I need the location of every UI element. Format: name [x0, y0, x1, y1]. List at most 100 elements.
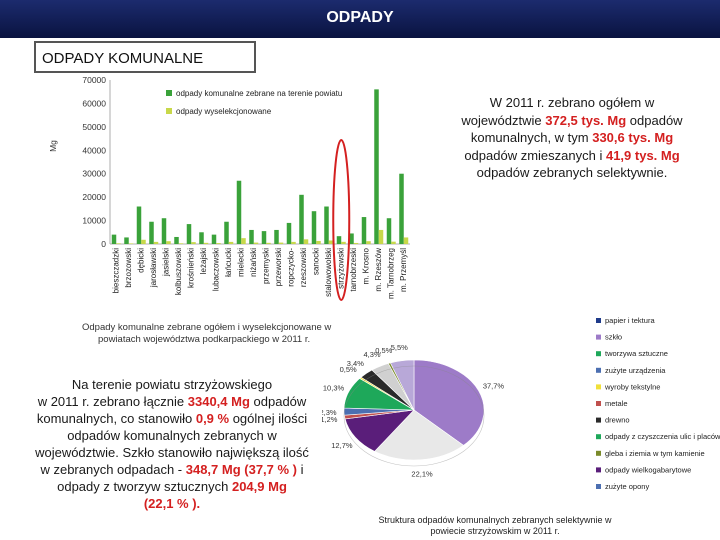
bar-selective-13	[278, 242, 284, 244]
pie-legend-label: zużyte opony	[605, 482, 649, 491]
pie-slice-label: 5,5%	[391, 343, 408, 352]
caption-line: powiecie strzyżowskim w 2011 r.	[430, 526, 560, 536]
x-tick-label: przeworski	[274, 248, 283, 286]
bar-total-15	[299, 194, 304, 244]
bar-selective-11	[253, 242, 259, 244]
highlight-value: (22,1 % ).	[143, 496, 201, 511]
pie-legend-label: drewno	[605, 416, 630, 425]
bar-total-10	[236, 180, 242, 244]
bar-selective-19	[353, 242, 359, 244]
legend-label: odpady komunalne zebrane na terenie powi…	[176, 89, 342, 98]
highlight-ellipse	[332, 139, 351, 301]
bar-selective-1	[128, 243, 134, 244]
caption-line: Struktura odpadów komunalnych zebranych …	[378, 515, 612, 525]
pie-legend-label: zużyte urządzenia	[605, 366, 666, 375]
bar-selective-12	[266, 242, 271, 244]
bar-selective-4	[166, 241, 171, 244]
bar-total-11	[249, 229, 254, 244]
highlight-value: 41,9 tys. Mg	[605, 147, 680, 163]
bar-total-18	[336, 236, 342, 244]
bar-selective-20	[366, 241, 371, 244]
y-tick-label: 0	[101, 239, 106, 249]
highlight-value: 348,7 Mg (37,7 % )	[185, 462, 298, 477]
x-tick-label: niżański	[249, 248, 258, 277]
pie-chart-caption: Struktura odpadów komunalnych zebranych …	[360, 515, 630, 537]
header-bar: ODPADY	[0, 0, 720, 38]
text: komunalnych, w tym	[470, 130, 593, 145]
bar-selective-7	[203, 242, 209, 244]
pie-legend-swatch	[596, 450, 601, 456]
text: w zebranych odpadach -	[40, 462, 186, 477]
bar-total-21	[374, 89, 379, 244]
x-tick-label: m. Przemyśl	[399, 248, 408, 292]
info-top-line: odpadów zebranych selektywnie.	[476, 165, 668, 180]
pie-legend-label: odpady wielkogabarytowe	[605, 465, 691, 474]
text: komunalnych, co stanowiło	[36, 411, 196, 426]
x-tick-label: dębicki	[136, 248, 145, 273]
bar-total-5	[174, 236, 179, 244]
bar-selective-15	[303, 239, 309, 244]
x-tick-label: brzozowski	[124, 248, 133, 288]
pie-legend-swatch	[596, 334, 601, 340]
info-bottom-line: w zebranych odpadach - 348,7 Mg (37,7 % …	[22, 461, 322, 478]
pie-slice-1	[374, 409, 464, 461]
x-tick-label: przemyski	[261, 248, 270, 284]
text: odpadów	[626, 112, 683, 128]
bar-total-19	[349, 233, 354, 244]
bar-total-22	[386, 218, 392, 244]
x-tick-label: ropczycko-	[286, 248, 295, 287]
pie-legend-label: gleba i ziemia w tym kamienie	[605, 449, 705, 458]
bar-total-3	[149, 221, 154, 244]
bar-selective-21	[378, 229, 384, 244]
x-tick-label: sanocki	[311, 248, 320, 275]
x-tick-label: tarnobrzeski	[349, 248, 358, 292]
pie-legend-swatch	[596, 434, 601, 440]
pie-depth	[343, 365, 485, 467]
x-tick-label: jasielski	[161, 248, 170, 277]
bar-total-23	[399, 173, 404, 244]
bar-chart-caption: Odpady komunalne zebrane ogółem i wysele…	[82, 322, 362, 346]
bar-total-9	[224, 221, 229, 244]
bar-total-17	[324, 206, 329, 244]
y-tick-label: 40000	[82, 145, 106, 155]
legend-swatch	[166, 108, 172, 114]
info-bottom-line: województwie. Szkło stanowiło największą…	[35, 445, 309, 460]
x-tick-label: mielecki	[236, 248, 245, 277]
x-tick-label: stalowowolski	[324, 248, 333, 297]
bar-selective-9	[228, 241, 234, 244]
info-bottom-line: odpadów komunalnych zebranych w	[67, 428, 277, 443]
pie-legend-label: szkło	[605, 333, 622, 342]
x-tick-label: lubaczowski	[211, 248, 220, 291]
legend-label: odpady wyselekcjonowane	[176, 107, 272, 116]
text: w 2011 r. zebrano łącznie	[37, 394, 188, 409]
bar-total-14	[286, 222, 292, 244]
bar-selective-8	[216, 243, 221, 244]
pie-slice-label: 37,7%	[483, 382, 505, 391]
y-tick-label: 50000	[82, 122, 106, 132]
info-bottom-line: odpady z tworzyw sztucznych 204,9 Mg	[22, 478, 322, 495]
text: odpady z tworzyw sztucznych	[57, 479, 232, 494]
section-title-box: ODPADY KOMUNALNE	[34, 41, 256, 73]
bar-chart: 0 10000 20000 30000 40000 50000 60000 70000 Mg bi…	[48, 75, 410, 301]
pie-legend-label: tworzywa sztuczne	[605, 349, 668, 358]
info-bottom-line: komunalnych, co stanowiło 0,9 % ogólnej …	[22, 410, 322, 427]
highlight-value: 330,6 tys. Mg	[592, 130, 674, 145]
pie-legend-swatch	[596, 367, 601, 373]
pie-slice-0	[413, 359, 485, 446]
pie-slice-label: 4,3%	[363, 350, 380, 359]
y-tick-label: 30000	[82, 169, 106, 179]
pie-slice-label: 3,4%	[347, 359, 364, 368]
x-tick-label: m. Tarnobrzeg	[386, 248, 395, 299]
x-tick-label: m. Krosno	[361, 247, 370, 284]
info-top: W 2011 r. zebrano ogółem w województwie …	[432, 94, 712, 182]
bar-selective-10	[241, 238, 246, 244]
info-bottom: Na terenie powiatu strzyżowskiego w 2011…	[22, 376, 322, 512]
y-axis-label: Mg	[48, 140, 58, 152]
bar-total-1	[124, 237, 129, 244]
pie-slice-label: 2,3%	[322, 408, 337, 417]
x-tick-label: rzeszowski	[299, 248, 308, 287]
x-tick-label: leżajski	[199, 248, 208, 274]
info-bottom-line: Na terenie powiatu strzyżowskiego	[71, 377, 273, 392]
bar-total-20	[361, 217, 367, 244]
bar-total-8	[211, 234, 217, 244]
